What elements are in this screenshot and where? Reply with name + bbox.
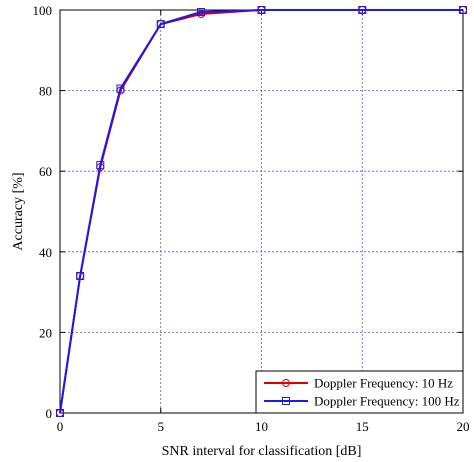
series-line [59,9,463,414]
legend-item: Doppler Frequency: 100 Hz [264,394,460,409]
x-tick-label: 15 [356,419,369,434]
tick-labels: 0 5 10 15 20 0 20 40 60 80 100 [33,3,470,434]
y-axis-title: Accuracy [%] [11,172,26,250]
y-tick-label: 0 [46,406,53,421]
x-axis-title: SNR interval for classification [dB] [162,444,362,459]
legend-box [255,370,464,414]
series-2 [56,6,467,417]
y-tick-label: 100 [33,3,53,18]
y-tick-label: 40 [39,245,52,260]
data-point [197,8,206,17]
legend-label: Doppler Frequency: 10 Hz [314,376,453,391]
data-point [459,6,467,14]
x-tick-label: 0 [57,419,64,434]
x-tick-label: 5 [158,419,165,434]
data-point [257,6,266,14]
x-tick-label: 10 [255,419,268,434]
legend: Doppler Frequency: 10 Hz Doppler Frequenc… [255,370,464,414]
data-point [96,161,105,170]
y-tick-label: 80 [39,84,52,99]
y-tick-label: 60 [39,164,52,179]
y-tick-label: 20 [39,325,52,340]
grid-lines [60,10,463,413]
legend-marker [282,397,290,405]
data-point [76,271,85,280]
data-point [56,409,64,417]
data-point [116,84,125,93]
legend-item: Doppler Frequency: 10 Hz [264,376,453,391]
series-layer [56,6,467,417]
x-tick-label: 20 [457,419,470,434]
legend-marker [282,379,290,387]
legend-label: Doppler Frequency: 100 Hz [314,394,460,409]
data-point [358,6,367,14]
data-point [156,20,165,29]
